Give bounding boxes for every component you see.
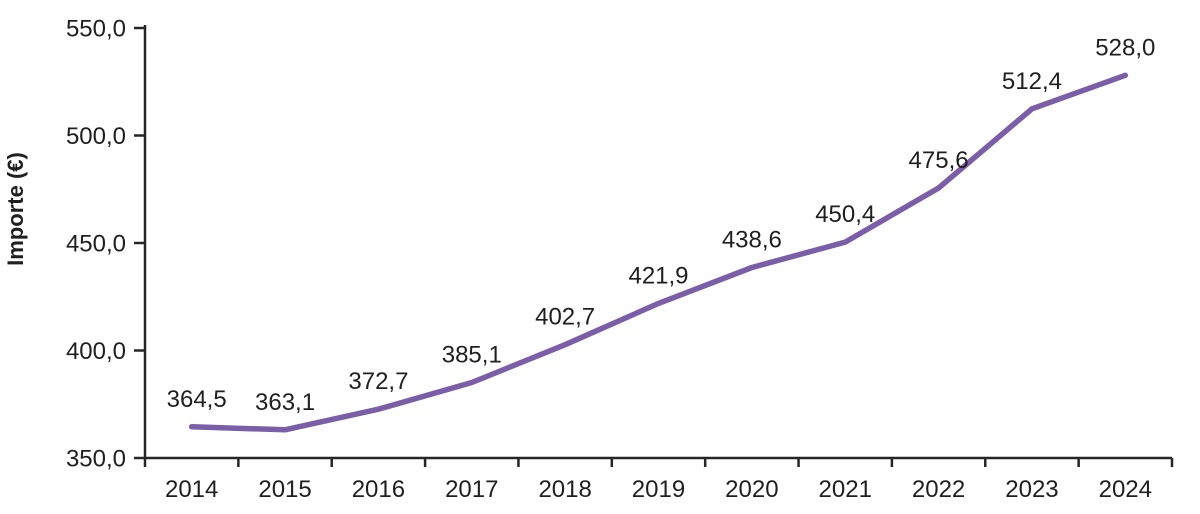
x-tick-label: 2015 [258,476,311,503]
x-tick-label: 2017 [445,476,498,503]
y-tick-label: 350,0 [66,446,126,473]
x-tick-label: 2021 [819,476,872,503]
y-tick-label: 400,0 [66,338,126,365]
data-line [188,72,1129,433]
data-label: 450,4 [815,201,875,228]
y-tick-label: 550,0 [66,16,126,43]
data-label: 364,5 [167,386,227,413]
x-tick-label: 2018 [538,476,591,503]
x-tick-label: 2019 [632,476,685,503]
x-tick-label: 2016 [352,476,405,503]
x-tick-label: 2020 [725,476,778,503]
y-tick-label: 450,0 [66,231,126,258]
data-label: 475,6 [909,147,969,174]
data-label: 385,1 [442,342,502,369]
data-label: 421,9 [628,262,688,289]
y-axis-title: Importe (€) [3,152,28,266]
x-tick-label: 2023 [1005,476,1058,503]
data-label: 402,7 [535,304,595,331]
data-label: 438,6 [722,227,782,254]
y-tick-label: 500,0 [66,123,126,150]
data-label: 372,7 [348,368,408,395]
x-tick-label: 2024 [1099,476,1152,503]
data-label: 363,1 [255,389,315,416]
data-label: 528,0 [1095,34,1155,61]
data-label: 512,4 [1002,68,1062,95]
x-tick-label: 2022 [912,476,965,503]
x-tick-label: 2014 [165,476,218,503]
